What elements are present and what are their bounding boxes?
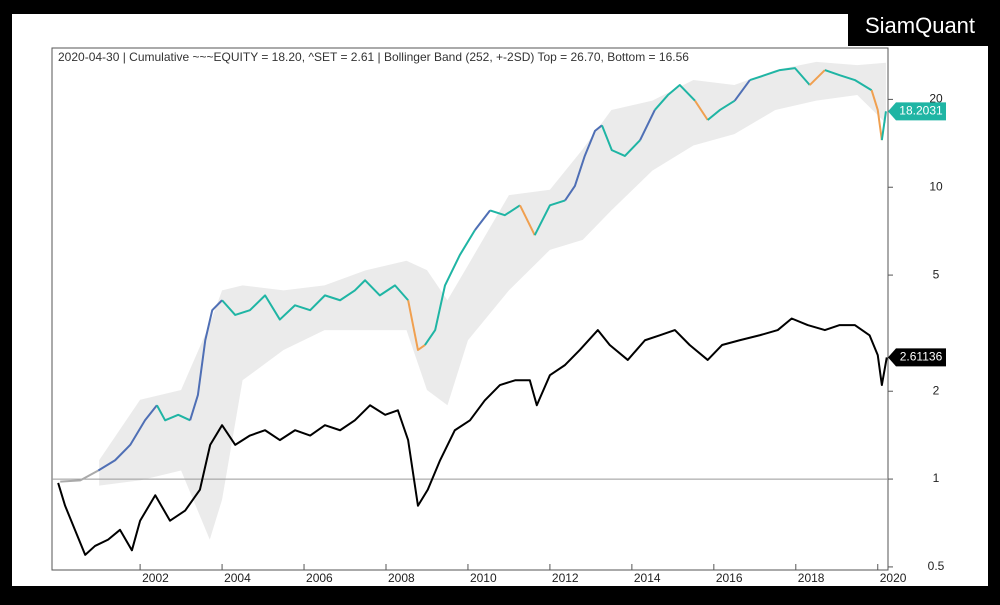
x-tick-label: 2006	[306, 571, 333, 585]
x-tick-label: 2010	[470, 571, 497, 585]
series-line	[880, 111, 887, 141]
plot-frame	[51, 47, 889, 571]
x-tick-label: 2016	[716, 571, 743, 585]
series-line	[824, 69, 873, 92]
y-tick-label: 20	[929, 92, 943, 106]
series-line	[60, 469, 99, 483]
series-line	[809, 69, 826, 86]
last-value-label: 2.61136	[900, 350, 943, 364]
last-value-box	[888, 102, 946, 121]
y-tick-label: 10	[929, 179, 943, 193]
series-line	[749, 67, 811, 86]
series-line	[870, 89, 883, 141]
series-line	[533, 199, 566, 236]
series-line	[564, 124, 603, 202]
x-tick-label: 2012	[552, 571, 579, 585]
series-line	[474, 209, 491, 231]
series-line	[733, 79, 751, 102]
last-value-box	[888, 348, 946, 367]
series-line	[519, 204, 536, 236]
series-line	[639, 109, 656, 141]
series-line	[654, 84, 696, 111]
x-tick-label: 2020	[880, 571, 907, 585]
series-line	[156, 404, 191, 422]
series-line	[407, 300, 426, 351]
series-line	[57, 317, 888, 556]
series-line	[97, 404, 158, 472]
series-line	[694, 100, 709, 121]
x-tick-label: 2014	[634, 571, 661, 585]
y-tick-label: 1	[933, 471, 940, 485]
y-tick-label: 0.5	[928, 559, 945, 573]
x-tick-label: 2004	[224, 571, 251, 585]
chart-title: 2020-04-30 | Cumulative ~~~EQUITY = 18.2…	[58, 50, 689, 64]
x-tick-label: 2018	[798, 571, 825, 585]
series-line	[707, 99, 736, 121]
series-line	[424, 229, 476, 346]
y-tick-label: 5	[933, 267, 940, 281]
bollinger-band	[99, 61, 886, 540]
last-value-label: 18.2031	[899, 103, 943, 117]
x-tick-label: 2002	[142, 571, 169, 585]
series-line	[601, 124, 641, 157]
series-line	[189, 299, 223, 421]
watermark: SiamQuant	[865, 13, 975, 38]
series-line	[221, 279, 409, 321]
y-tick-label: 2	[933, 383, 940, 397]
x-tick-label: 2008	[388, 571, 415, 585]
watermark-box	[848, 6, 992, 46]
series-line	[489, 204, 521, 217]
